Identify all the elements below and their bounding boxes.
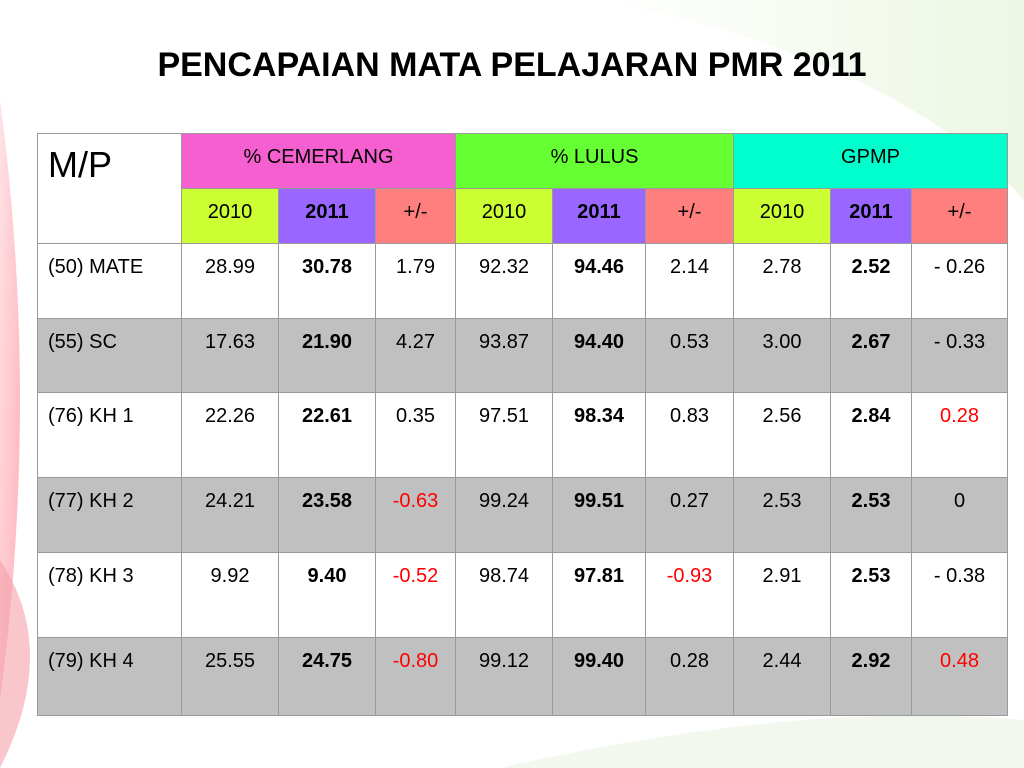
data-cell: -0.52 — [375, 552, 456, 638]
sub-header: +/- — [911, 188, 1008, 244]
data-cell: 99.24 — [455, 477, 553, 553]
data-cell: 98.34 — [552, 392, 646, 478]
data-cell: 21.90 — [278, 318, 376, 393]
data-cell: 99.12 — [455, 637, 553, 716]
data-cell: 2.52 — [830, 243, 912, 319]
data-cell: 23.58 — [278, 477, 376, 553]
data-cell: -0.80 — [375, 637, 456, 716]
data-cell: 1.79 — [375, 243, 456, 319]
data-cell: 0.35 — [375, 392, 456, 478]
data-cell: 17.63 — [181, 318, 279, 393]
data-cell: 2.14 — [645, 243, 734, 319]
sub-header: +/- — [375, 188, 456, 244]
data-cell: 2.56 — [733, 392, 831, 478]
data-cell: 4.27 — [375, 318, 456, 393]
data-cell: 97.81 — [552, 552, 646, 638]
sub-header: 2011 — [278, 188, 376, 244]
data-cell: 2.84 — [830, 392, 912, 478]
data-cell: 9.40 — [278, 552, 376, 638]
group-header: GPMP — [733, 133, 1008, 189]
data-cell: 22.61 — [278, 392, 376, 478]
corner-header: M/P — [37, 133, 182, 244]
slide-title: PENCAPAIAN MATA PELAJARAN PMR 2011 — [157, 46, 867, 84]
data-cell: -0.93 — [645, 552, 734, 638]
data-cell: 24.75 — [278, 637, 376, 716]
sub-header: 2011 — [552, 188, 646, 244]
row-label: (79) KH 4 — [37, 637, 182, 716]
data-cell: 2.53 — [733, 477, 831, 553]
data-cell: 2.91 — [733, 552, 831, 638]
data-cell: 99.51 — [552, 477, 646, 553]
data-cell: 0.83 — [645, 392, 734, 478]
data-cell: 93.87 — [455, 318, 553, 393]
data-cell: 0.53 — [645, 318, 734, 393]
group-header: % CEMERLANG — [181, 133, 456, 189]
data-cell: 2.67 — [830, 318, 912, 393]
data-cell: 97.51 — [455, 392, 553, 478]
data-cell: 3.00 — [733, 318, 831, 393]
sub-header: 2010 — [733, 188, 831, 244]
data-cell: - 0.26 — [911, 243, 1008, 319]
data-cell: -0.63 — [375, 477, 456, 553]
data-cell: - 0.38 — [911, 552, 1008, 638]
data-cell: 2.92 — [830, 637, 912, 716]
data-cell: 0.48 — [911, 637, 1008, 716]
data-cell: 2.53 — [830, 552, 912, 638]
sub-header: 2010 — [455, 188, 553, 244]
row-label: (50) MATE — [37, 243, 182, 319]
row-label: (78) KH 3 — [37, 552, 182, 638]
data-cell: 92.32 — [455, 243, 553, 319]
group-header: % LULUS — [455, 133, 734, 189]
row-label: (77) KH 2 — [37, 477, 182, 553]
data-cell: 99.40 — [552, 637, 646, 716]
data-cell: 2.53 — [830, 477, 912, 553]
data-cell: 94.40 — [552, 318, 646, 393]
row-label: (76) KH 1 — [37, 392, 182, 478]
data-cell: 25.55 — [181, 637, 279, 716]
data-cell: - 0.33 — [911, 318, 1008, 393]
sub-header: 2010 — [181, 188, 279, 244]
data-cell: 2.78 — [733, 243, 831, 319]
sub-header: +/- — [645, 188, 734, 244]
data-cell: 2.44 — [733, 637, 831, 716]
row-label: (55) SC — [37, 318, 182, 393]
data-cell: 0.27 — [645, 477, 734, 553]
sub-header: 2011 — [830, 188, 912, 244]
data-cell: 0.28 — [645, 637, 734, 716]
data-cell: 94.46 — [552, 243, 646, 319]
data-cell: 0 — [911, 477, 1008, 553]
data-cell: 24.21 — [181, 477, 279, 553]
data-cell: 22.26 — [181, 392, 279, 478]
data-cell: 30.78 — [278, 243, 376, 319]
data-cell: 9.92 — [181, 552, 279, 638]
data-cell: 28.99 — [181, 243, 279, 319]
data-cell: 98.74 — [455, 552, 553, 638]
data-cell: 0.28 — [911, 392, 1008, 478]
